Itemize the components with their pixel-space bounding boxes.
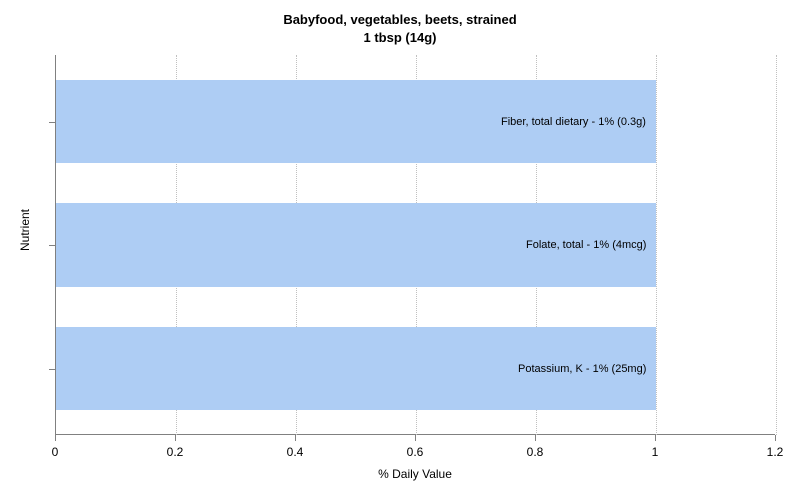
x-tick: [535, 435, 536, 441]
x-tick-label: 0.8: [527, 445, 544, 459]
y-tick: [49, 369, 55, 370]
x-tick-label: 0: [52, 445, 59, 459]
x-tick-label: 0.4: [287, 445, 304, 459]
plot-frame: Fiber, total dietary - 1% (0.3g) Folate, …: [55, 55, 775, 435]
gridline: [656, 55, 657, 435]
x-tick: [175, 435, 176, 441]
x-axis-title: % Daily Value: [55, 467, 775, 481]
x-tick-label: 1: [652, 445, 659, 459]
x-tick-label: 0.6: [407, 445, 424, 459]
y-axis-title: Nutrient: [18, 190, 32, 270]
chart-title-line1: Babyfood, vegetables, beets, strained: [0, 12, 800, 27]
chart-container: { "title_line1": "Babyfood, vegetables, …: [0, 0, 800, 500]
x-tick: [415, 435, 416, 441]
x-tick-label: 0.2: [167, 445, 184, 459]
x-tick: [295, 435, 296, 441]
chart-title-line2: 1 tbsp (14g): [0, 30, 800, 45]
gridline: [776, 55, 777, 435]
y-tick: [49, 122, 55, 123]
bar-label: Folate, total - 1% (4mcg): [526, 239, 646, 251]
bar-label: Potassium, K - 1% (25mg): [518, 363, 646, 375]
x-tick-label: 1.2: [767, 445, 784, 459]
bar-label: Fiber, total dietary - 1% (0.3g): [501, 116, 646, 128]
x-tick: [655, 435, 656, 441]
x-tick: [775, 435, 776, 441]
x-tick: [55, 435, 56, 441]
y-tick: [49, 245, 55, 246]
